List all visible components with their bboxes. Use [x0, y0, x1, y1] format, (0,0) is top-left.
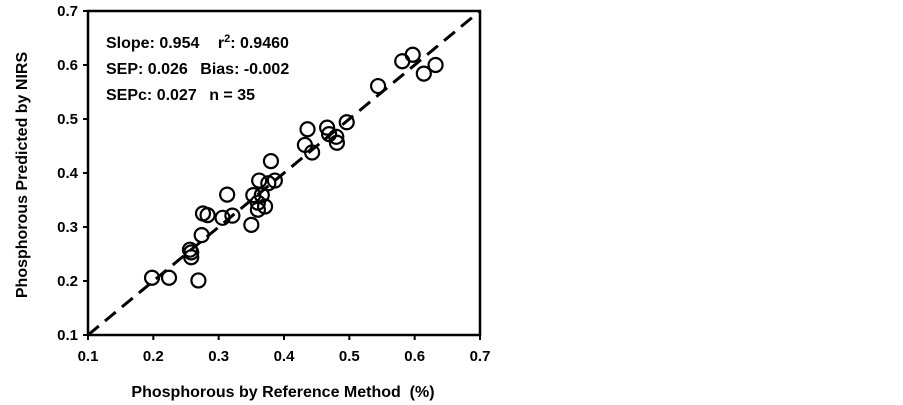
y-tick-label: 0.7 [57, 3, 78, 20]
y-tick-label: 0.2 [57, 273, 78, 290]
y-tick-label: 0.1 [57, 327, 78, 344]
x-tick-label: 0.5 [339, 348, 360, 365]
data-point [328, 128, 345, 145]
data-point [183, 244, 200, 261]
data-point [369, 77, 387, 95]
r2-label: r [218, 35, 224, 52]
stats-annotation: Slope: 0.954 r2: 0.9460 SEP: 0.026 Bias:… [106, 33, 289, 104]
data-point [160, 269, 178, 286]
x-tick-label: 0.2 [143, 348, 164, 365]
y-tick-label: 0.5 [57, 111, 78, 128]
data-point [266, 172, 283, 189]
data-point [319, 119, 336, 136]
data-points [143, 46, 444, 289]
data-point [224, 207, 241, 224]
data-point [328, 134, 346, 151]
x-axis-title: Phosphorous by Reference Method (%) [131, 384, 434, 401]
data-point [199, 207, 216, 224]
data-point [143, 269, 161, 286]
data-point [256, 198, 274, 215]
sep-annotation: SEP: 0.026 [106, 61, 188, 78]
y-axis-title: Phosphorous Predicted by NIRS [14, 52, 31, 299]
data-point [251, 172, 268, 189]
data-point [427, 56, 444, 74]
x-tick-label: 0.6 [404, 348, 425, 365]
n-annotation: n = 35 [209, 87, 255, 104]
data-point [214, 209, 231, 226]
data-point [183, 249, 200, 266]
data-point [415, 65, 432, 82]
data-point [249, 201, 266, 218]
data-point [299, 121, 316, 138]
slope-annotation: Slope: 0.954 [106, 35, 199, 52]
y-tick-label: 0.3 [57, 219, 78, 236]
svg-text:SEP: 0.026 Bias: -0.002: SEP: 0.026 Bias: -0.002 [106, 61, 289, 78]
data-point [253, 187, 270, 204]
data-point [303, 144, 321, 161]
reference-line-1to1 [87, 9, 481, 337]
data-point [404, 46, 421, 63]
data-point [190, 272, 207, 289]
data-point [243, 216, 260, 233]
data-point [394, 53, 411, 70]
r2-superscript: 2 [224, 33, 230, 45]
data-point [262, 153, 280, 170]
sepc-annotation: SEPc: 0.027 [106, 87, 197, 104]
svg-text:Slope: 0.954 r2: 0.9460: Slope: 0.954 r2: 0.9460 [106, 33, 289, 52]
y-tick-label: 0.6 [57, 57, 78, 74]
r2-value: : 0.9460 [230, 35, 289, 52]
x-tick-label: 0.4 [274, 348, 296, 365]
bias-annotation: Bias: -0.002 [200, 61, 289, 78]
data-point [338, 114, 355, 131]
y-tick-label: 0.4 [57, 165, 79, 182]
tick-labels: 0.1 0.2 0.3 0.4 0.5 0.6 0.7 0.1 0.2 0.3 0.4 0.5 0.6 0… [57, 3, 490, 365]
data-point [193, 227, 210, 244]
data-point [219, 186, 236, 203]
x-tick-label: 0.1 [78, 348, 99, 365]
x-tick-label: 0.3 [208, 348, 229, 365]
x-tick-label: 0.7 [470, 348, 491, 365]
svg-text:SEPc: 0.027 n = 35: SEPc: 0.027 n = 35 [106, 87, 255, 104]
